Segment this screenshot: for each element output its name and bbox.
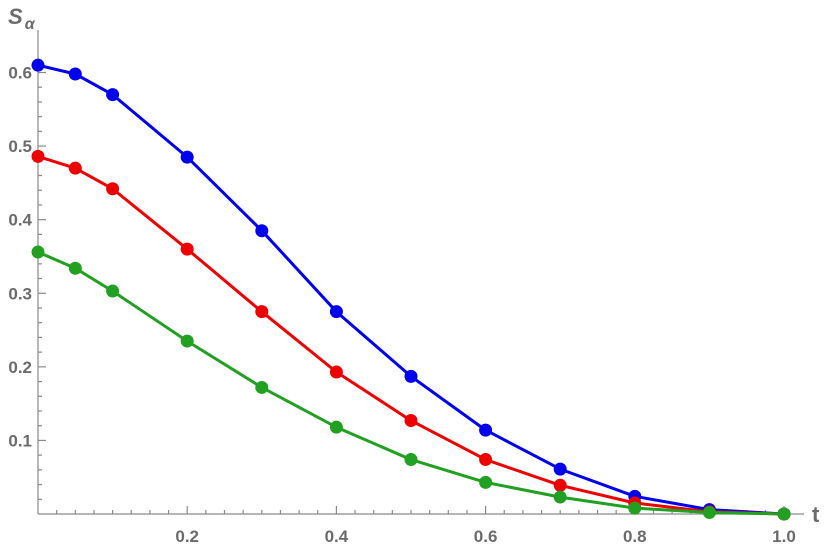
y-tick-label: 0.6 (8, 64, 32, 83)
data-point (479, 423, 493, 437)
data-point (106, 284, 120, 298)
data-point (329, 305, 343, 319)
y-axis-label-main: S (8, 4, 23, 29)
data-point (404, 453, 418, 467)
axes: 0.2 0.4 0.6 0.8 1.0 0.1 0.2 0.3 0.4 0.5 0.6 (8, 30, 804, 546)
y-tick-label: 0.3 (8, 284, 32, 303)
data-point (180, 242, 194, 256)
data-point (777, 507, 791, 521)
y-tick-label: 0.5 (8, 137, 32, 156)
series-line (37, 154, 785, 516)
data-point (553, 462, 567, 476)
data-point (106, 88, 120, 102)
x-tick-label: 0.8 (623, 527, 647, 546)
data-point (31, 149, 45, 163)
series-1 (31, 58, 791, 521)
data-point (31, 58, 45, 72)
x-tick-label: 0.2 (175, 527, 199, 546)
data-point (479, 475, 493, 489)
data-point (255, 305, 269, 319)
x-tick-label: 0.6 (474, 527, 498, 546)
data-point (255, 380, 269, 394)
series-3 (31, 245, 791, 521)
data-point (68, 67, 82, 81)
data-point (329, 420, 343, 434)
data-point (255, 224, 269, 238)
data-point (68, 161, 82, 175)
data-point (479, 453, 493, 467)
data-point (404, 414, 418, 428)
x-tick-label: 1.0 (772, 527, 796, 546)
series-layer (31, 58, 791, 521)
data-point (702, 506, 716, 520)
x-axis-label: t (812, 502, 820, 527)
y-tick-label: 0.1 (8, 431, 32, 450)
series-2 (31, 149, 791, 521)
data-point (628, 501, 642, 515)
y-tick-label: 0.4 (8, 211, 32, 230)
data-point (329, 365, 343, 379)
data-point (553, 478, 567, 492)
data-point (180, 334, 194, 348)
data-point (180, 150, 194, 164)
x-tick-label: 0.4 (325, 527, 349, 546)
data-point (31, 245, 45, 259)
data-point (553, 490, 567, 504)
data-point (68, 261, 82, 275)
series-line (37, 63, 785, 516)
y-tick-label: 0.2 (8, 358, 32, 377)
y-axis-label-subscript: α (25, 16, 36, 33)
series-line (37, 250, 785, 516)
data-point (404, 369, 418, 383)
data-point (106, 182, 120, 196)
